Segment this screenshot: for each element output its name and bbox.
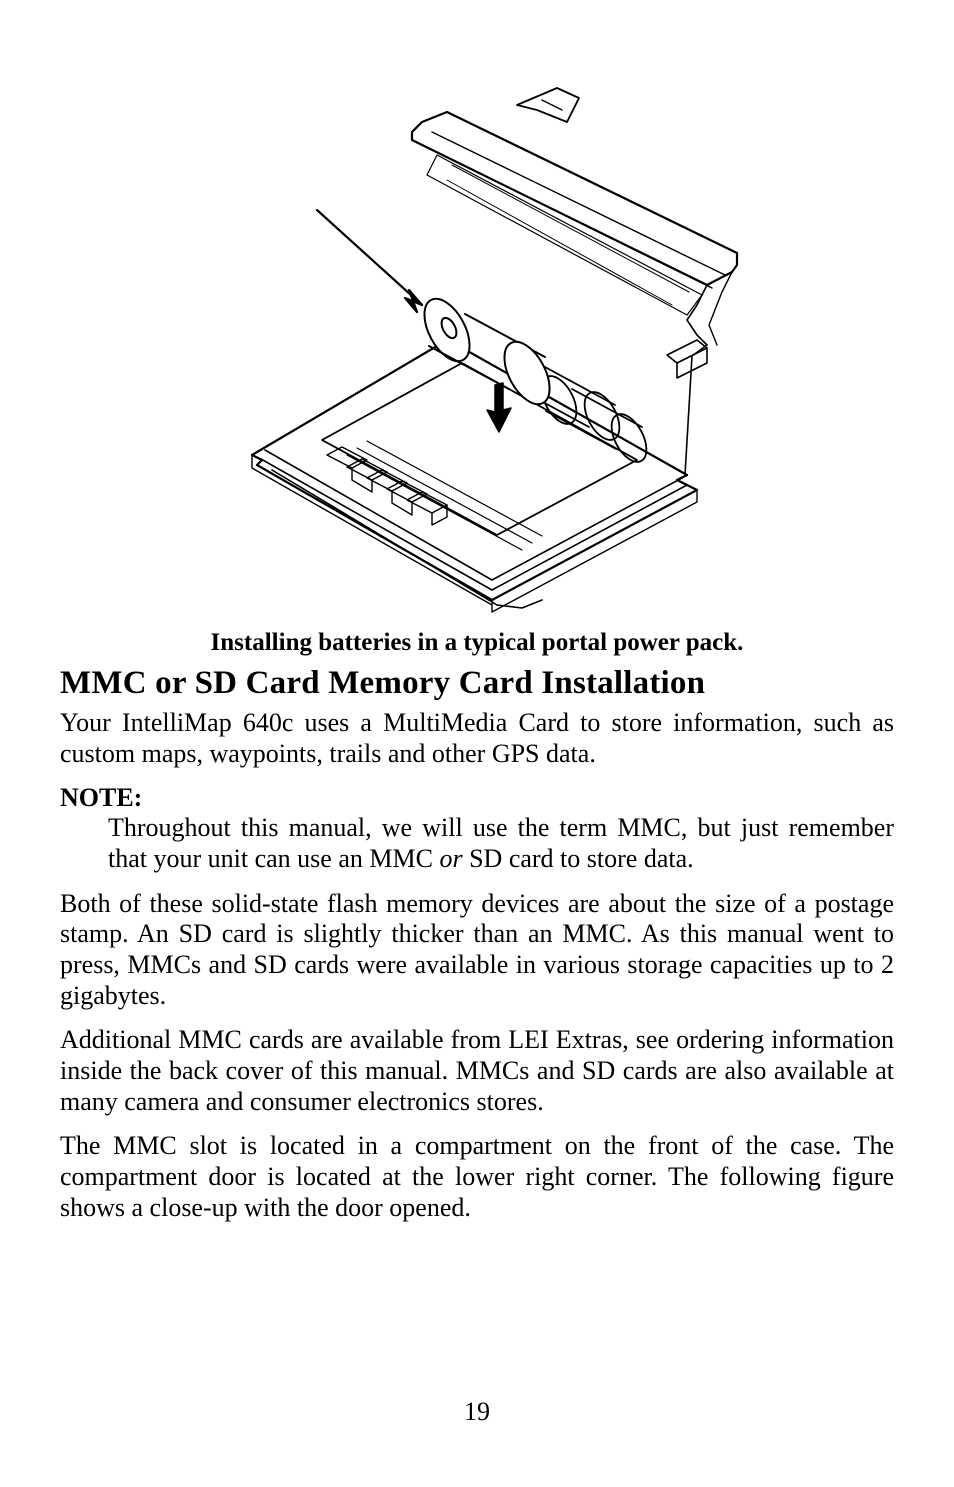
figure-caption: Installing batteries in a typical portal… (60, 629, 894, 657)
body-p1: Both of these solid-state flash memory d… (60, 889, 894, 1012)
manual-page: Installing batteries in a typical portal… (0, 0, 954, 1487)
note-body: Throughout this manual, we will use the … (108, 813, 894, 874)
note-body-after: SD card to store data. (463, 844, 694, 873)
note-body-italic: or (439, 844, 462, 873)
battery-pack-illustration (197, 60, 757, 620)
body-p2: Additional MMC cards are available from … (60, 1025, 894, 1117)
section-title: MMC or SD Card Memory Card Installation (60, 665, 894, 702)
figure-battery-install (60, 60, 894, 625)
page-number: 19 (0, 1397, 954, 1427)
body-p3: The MMC slot is located in a compartment… (60, 1131, 894, 1223)
note-label: NOTE: (60, 783, 894, 813)
section-intro: Your IntelliMap 640c uses a MultiMedia C… (60, 708, 894, 769)
